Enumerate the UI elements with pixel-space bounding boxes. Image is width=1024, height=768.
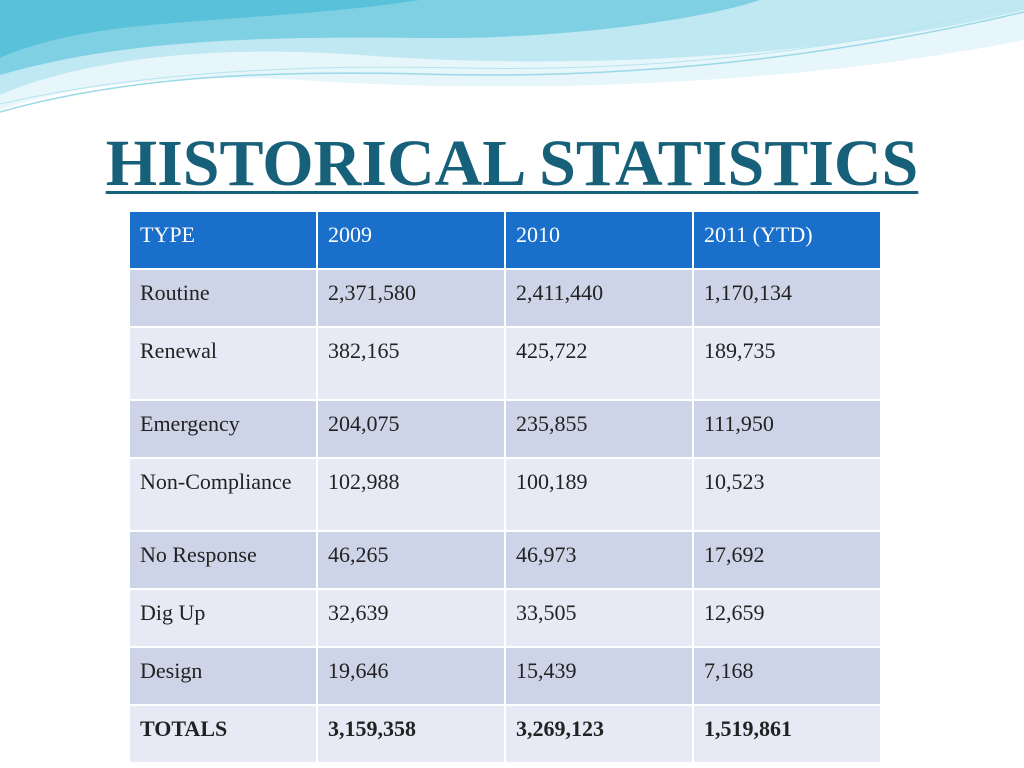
table-row: Design 19,646 15,439 7,168 — [128, 646, 882, 706]
row-type-cell: Routine — [128, 268, 318, 328]
row-type-cell: Non-Compliance — [128, 457, 318, 532]
row-type-cell: No Response — [128, 530, 318, 590]
table-row: Dig Up 32,639 33,505 12,659 — [128, 588, 882, 648]
row-2011-cell: 12,659 — [692, 588, 882, 648]
row-2009-cell: 102,988 — [316, 457, 506, 532]
table-row: Routine 2,371,580 2,411,440 1,170,134 — [128, 268, 882, 328]
row-2010-cell: 15,439 — [504, 646, 694, 706]
table-row: Non-Compliance 102,988 100,189 10,523 — [128, 457, 882, 532]
row-2010-cell: 100,189 — [504, 457, 694, 532]
header-2009: 2009 — [316, 210, 506, 270]
row-2009-cell: 46,265 — [316, 530, 506, 590]
row-type-cell: Dig Up — [128, 588, 318, 648]
row-2011-cell: 7,168 — [692, 646, 882, 706]
row-2010-cell: 235,855 — [504, 399, 694, 459]
table-row: Emergency 204,075 235,855 111,950 — [128, 399, 882, 459]
row-2011-cell: 10,523 — [692, 457, 882, 532]
header-2011-ytd: 2011 (YTD) — [692, 210, 882, 270]
row-2010-cell: 46,973 — [504, 530, 694, 590]
table-row: Renewal 382,165 425,722 189,735 — [128, 326, 882, 401]
slide-title: HISTORICAL STATISTICS — [105, 127, 919, 200]
row-2010-cell: 33,505 — [504, 588, 694, 648]
row-2009-cell: 382,165 — [316, 326, 506, 401]
wave-line-1 — [0, 11, 1024, 113]
row-2011-cell: 111,950 — [692, 399, 882, 459]
header-2010: 2010 — [504, 210, 694, 270]
row-type-cell: Design — [128, 646, 318, 706]
row-2010-cell: 2,411,440 — [504, 268, 694, 328]
row-2009-cell: 204,075 — [316, 399, 506, 459]
row-2010-cell: 425,722 — [504, 326, 694, 401]
row-2011-cell: 17,692 — [692, 530, 882, 590]
statistics-table: TYPE 2009 2010 2011 (YTD) Routine 2,371,… — [128, 210, 882, 764]
totals-2009: 3,159,358 — [316, 704, 506, 764]
totals-2010: 3,269,123 — [504, 704, 694, 764]
totals-row: TOTALS 3,159,358 3,269,123 1,519,861 — [128, 704, 882, 764]
row-2009-cell: 32,639 — [316, 588, 506, 648]
header-type: TYPE — [128, 210, 318, 270]
row-2009-cell: 2,371,580 — [316, 268, 506, 328]
row-type-cell: Renewal — [128, 326, 318, 401]
wave-band-deep — [0, 0, 420, 58]
totals-label: TOTALS — [128, 704, 318, 764]
totals-2011: 1,519,861 — [692, 704, 882, 764]
table-row: No Response 46,265 46,973 17,692 — [128, 530, 882, 590]
row-type-cell: Emergency — [128, 399, 318, 459]
row-2009-cell: 19,646 — [316, 646, 506, 706]
decorative-wave-banner — [0, 0, 1024, 113]
row-2011-cell: 189,735 — [692, 326, 882, 401]
table-header-row: TYPE 2009 2010 2011 (YTD) — [128, 210, 882, 270]
row-2011-cell: 1,170,134 — [692, 268, 882, 328]
wave-line-2 — [0, 1, 1024, 105]
